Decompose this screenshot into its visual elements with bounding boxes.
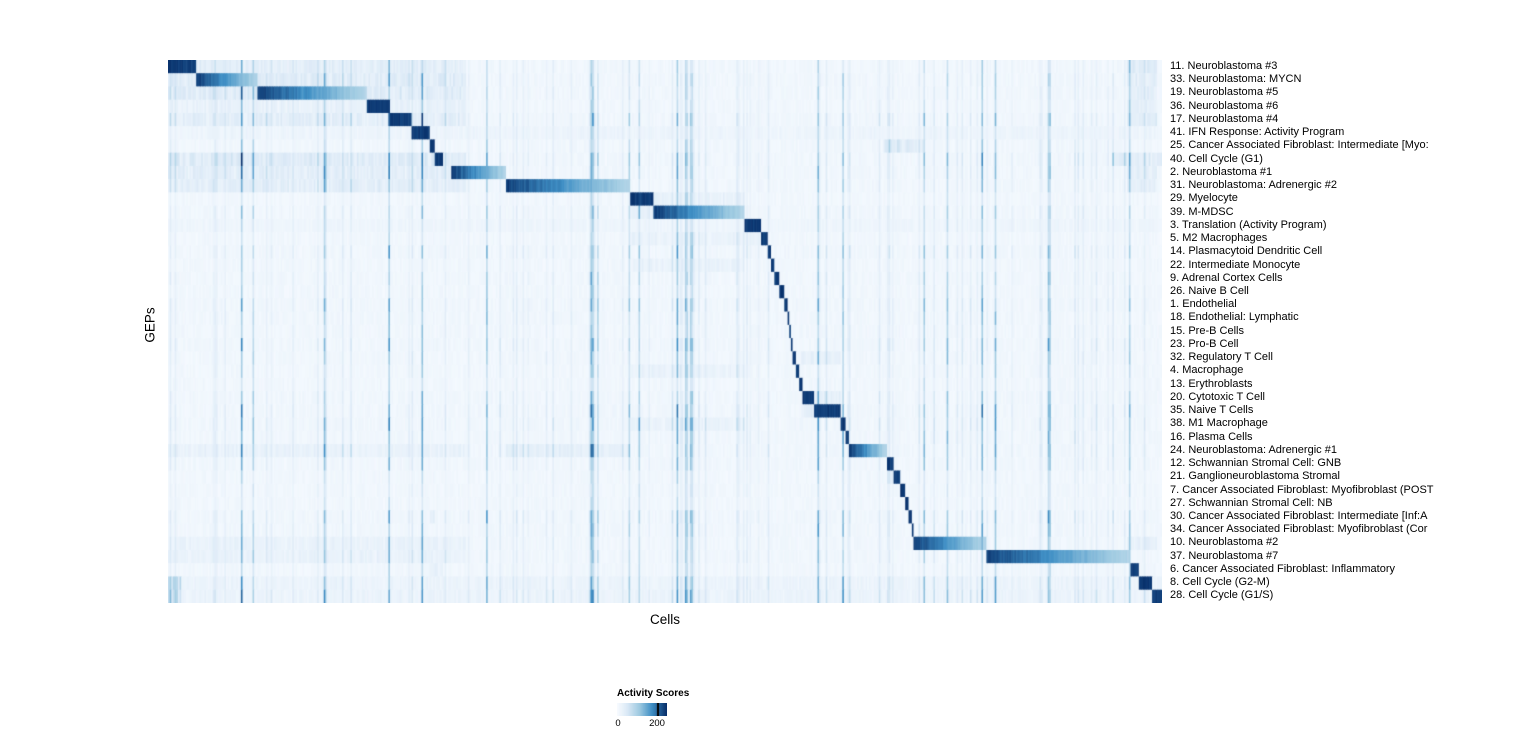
legend-tick-max-label: 200: [649, 718, 665, 729]
row-label: 38. M1 Macrophage: [1170, 417, 1268, 430]
row-label: 12. Schwannian Stromal Cell: GNB: [1170, 457, 1342, 470]
row-label: 16. Plasma Cells: [1170, 430, 1253, 443]
row-label: 19. Neuroblastoma #5: [1170, 86, 1279, 99]
row-label: 10. Neuroblastoma #2: [1170, 536, 1279, 549]
row-label: 11. Neuroblastoma #3: [1170, 60, 1278, 72]
row-label: 29. Myelocyte: [1170, 192, 1238, 205]
row-label: 34. Cancer Associated Fibroblast: Myofib…: [1170, 523, 1428, 536]
row-label: 5. M2 Macrophages: [1170, 232, 1268, 245]
row-label: 13. Erythroblasts: [1170, 377, 1253, 390]
row-label: 22. Intermediate Monocyte: [1170, 258, 1301, 271]
row-label: 20. Cytotoxic T Cell: [1170, 390, 1265, 403]
legend-ticks: 0 200: [615, 718, 727, 729]
y-axis-label: GEPs: [142, 307, 158, 343]
row-label: 8. Cell Cycle (G2-M): [1170, 576, 1270, 589]
row-label: 27. Schwannian Stromal Cell: NB: [1170, 496, 1333, 509]
row-label: 24. Neuroblastoma: Adrenergic #1: [1170, 443, 1337, 456]
row-label: 2. Neuroblastoma #1: [1170, 165, 1273, 178]
heatmap-canvas: [168, 60, 1162, 603]
legend-title: Activity Scores: [617, 688, 690, 699]
legend-gradient-bar: [617, 703, 667, 716]
row-label: 35. Naive T Cells: [1170, 404, 1254, 417]
legend-tick-min-label: 0: [615, 718, 621, 729]
row-label: 17. Neuroblastoma #4: [1170, 112, 1279, 125]
row-label: 3. Translation (Activity Program): [1170, 218, 1327, 231]
row-label: 14. Plasmacytoid Dendritic Cell: [1170, 245, 1323, 258]
row-label: 21. Ganglioneuroblastoma Stromal: [1170, 470, 1340, 483]
row-label: 33. Neuroblastoma: MYCN: [1170, 73, 1302, 86]
row-label: 6. Cancer Associated Fibroblast: Inflamm…: [1170, 562, 1395, 575]
row-label: 15. Pre-B Cells: [1170, 324, 1244, 337]
row-label: 18. Endothelial: Lymphatic: [1170, 311, 1299, 324]
row-label: 37. Neuroblastoma #7: [1170, 549, 1279, 562]
row-label: 9. Adrenal Cortex Cells: [1170, 271, 1283, 284]
row-label: 36. Neuroblastoma #6: [1170, 99, 1279, 112]
row-label: 7. Cancer Associated Fibroblast: Myofibr…: [1170, 483, 1434, 496]
row-label: 1. Endothelial: [1170, 298, 1237, 311]
row-label: 32. Regulatory T Cell: [1170, 351, 1273, 364]
row-label: 31. Neuroblastoma: Adrenergic #2: [1170, 179, 1337, 192]
row-label: 25. Cancer Associated Fibroblast: Interm…: [1170, 139, 1429, 152]
row-label: 30. Cancer Associated Fibroblast: Interm…: [1170, 509, 1428, 522]
legend: Activity Scores 0 200: [615, 688, 727, 729]
row-label: 39. M-MDSC: [1170, 205, 1234, 218]
row-label: 23. Pro-B Cell: [1170, 337, 1239, 350]
row-label: 26. Naive B Cell: [1170, 284, 1249, 297]
row-label: 28. Cell Cycle (G1/S): [1170, 589, 1274, 602]
row-label: 40. Cell Cycle (G1): [1170, 152, 1263, 165]
row-labels: 11. Neuroblastoma #3 33. Neuroblastoma: M…: [1170, 60, 1434, 603]
row-label: 4. Macrophage: [1170, 364, 1244, 377]
x-axis-label: Cells: [649, 612, 681, 627]
row-label: 41. IFN Response: Activity Program: [1170, 126, 1345, 139]
